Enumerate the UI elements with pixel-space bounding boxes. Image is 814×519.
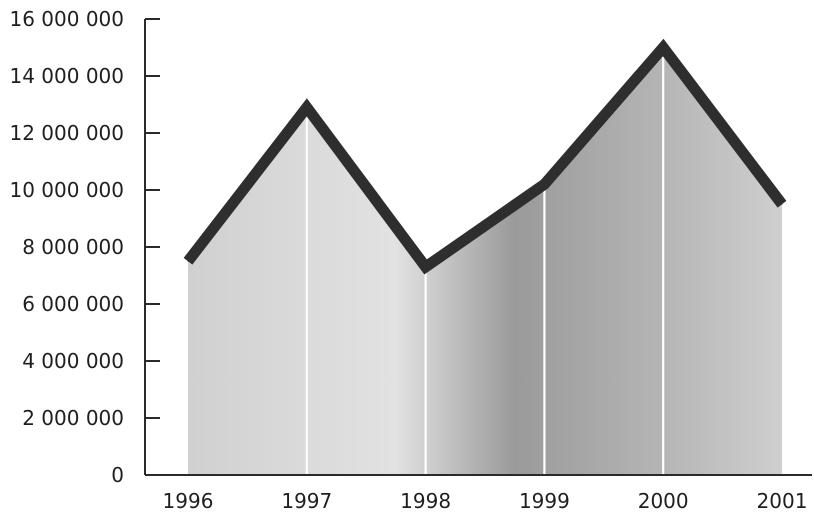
data-point-1996 (187, 260, 189, 262)
y-tick-label: 0 (111, 463, 124, 487)
data-point-1997 (306, 106, 308, 108)
y-tick-label: 10 000 000 (9, 178, 124, 202)
y-axis-ticks: 0 2 000 000 4 000 000 6 000 000 8 000 000 10 … (9, 7, 160, 487)
series-line (183, 38, 787, 275)
x-tick-label: 1999 (519, 489, 570, 513)
x-tick-label: 1998 (400, 489, 451, 513)
x-tick-label: 2000 (638, 489, 689, 513)
data-point-2001 (781, 203, 783, 205)
x-tick-label: 1996 (163, 489, 214, 513)
area-layer (188, 47, 782, 475)
y-tick-label: 16 000 000 (9, 7, 124, 31)
y-tick-label: 14 000 000 (9, 64, 124, 88)
data-point-1999 (543, 183, 545, 185)
x-axis-ticks: 1996 1997 1998 1999 2000 2001 (163, 489, 808, 513)
y-tick-label: 12 000 000 (9, 121, 124, 145)
x-tick-label: 1997 (281, 489, 332, 513)
data-point-2000 (662, 47, 664, 48)
x-tick-label: 2001 (757, 489, 808, 513)
y-tick-label: 6 000 000 (22, 292, 124, 316)
data-point-1998 (425, 266, 427, 268)
y-tick-label: 4 000 000 (22, 349, 124, 373)
line-layer (183, 38, 787, 275)
y-tick-label: 2 000 000 (22, 406, 124, 430)
year-separators (305, 47, 665, 475)
area-fill (188, 47, 782, 475)
y-tick-label: 8 000 000 (22, 235, 124, 259)
